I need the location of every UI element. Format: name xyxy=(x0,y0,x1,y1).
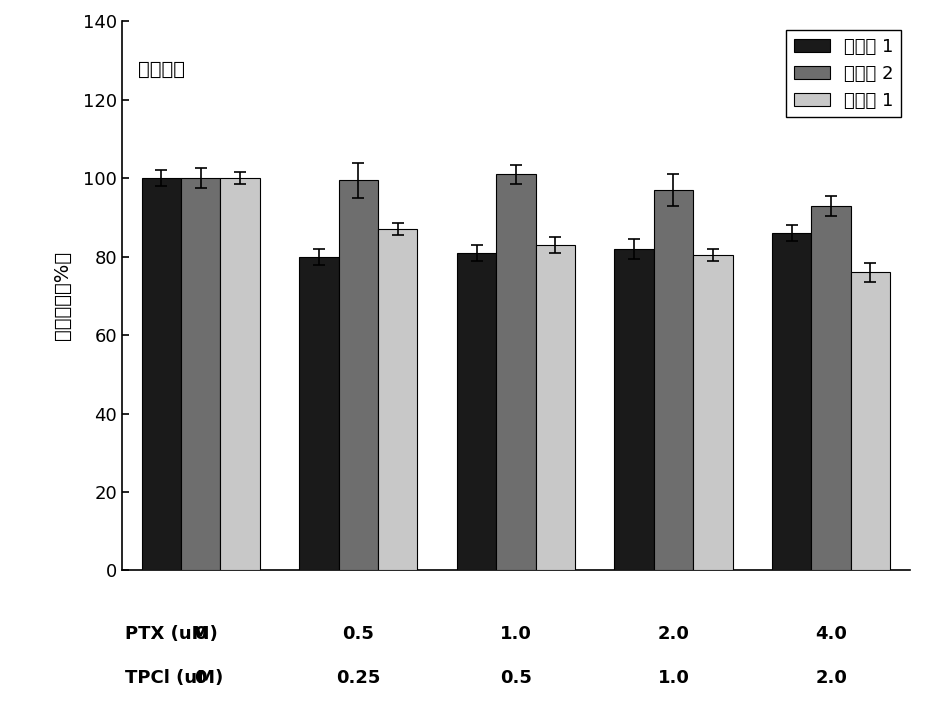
Bar xyxy=(181,178,220,570)
Text: 0.25: 0.25 xyxy=(336,670,381,687)
Text: PTX (uM): PTX (uM) xyxy=(125,625,218,643)
Text: TPCl (uM): TPCl (uM) xyxy=(125,670,223,687)
Bar xyxy=(299,257,339,570)
Bar xyxy=(811,206,851,570)
Text: 4.0: 4.0 xyxy=(815,625,847,643)
Bar xyxy=(457,253,496,570)
Text: 0: 0 xyxy=(194,670,207,687)
Bar xyxy=(536,245,575,570)
Bar xyxy=(851,272,890,570)
Text: 1.0: 1.0 xyxy=(658,670,689,687)
Legend: 对比例 1, 对比例 2, 实施例 1: 对比例 1, 对比例 2, 实施例 1 xyxy=(786,31,900,117)
Bar xyxy=(339,180,378,570)
Text: 2.0: 2.0 xyxy=(658,625,689,643)
Bar xyxy=(772,233,811,570)
Text: 2.0: 2.0 xyxy=(815,670,847,687)
Bar xyxy=(220,178,260,570)
Text: 1.0: 1.0 xyxy=(500,625,532,643)
Bar xyxy=(496,175,536,570)
Bar xyxy=(614,249,654,570)
Text: 0.5: 0.5 xyxy=(342,625,374,643)
Text: 0.5: 0.5 xyxy=(500,670,532,687)
Bar xyxy=(378,230,417,570)
Text: 不加光照: 不加光照 xyxy=(138,60,185,79)
Y-axis label: 细胞活力（%）: 细胞活力（%） xyxy=(53,252,72,341)
Bar xyxy=(142,178,181,570)
Bar xyxy=(654,190,693,570)
Text: 0: 0 xyxy=(194,625,207,643)
Bar xyxy=(693,255,733,570)
